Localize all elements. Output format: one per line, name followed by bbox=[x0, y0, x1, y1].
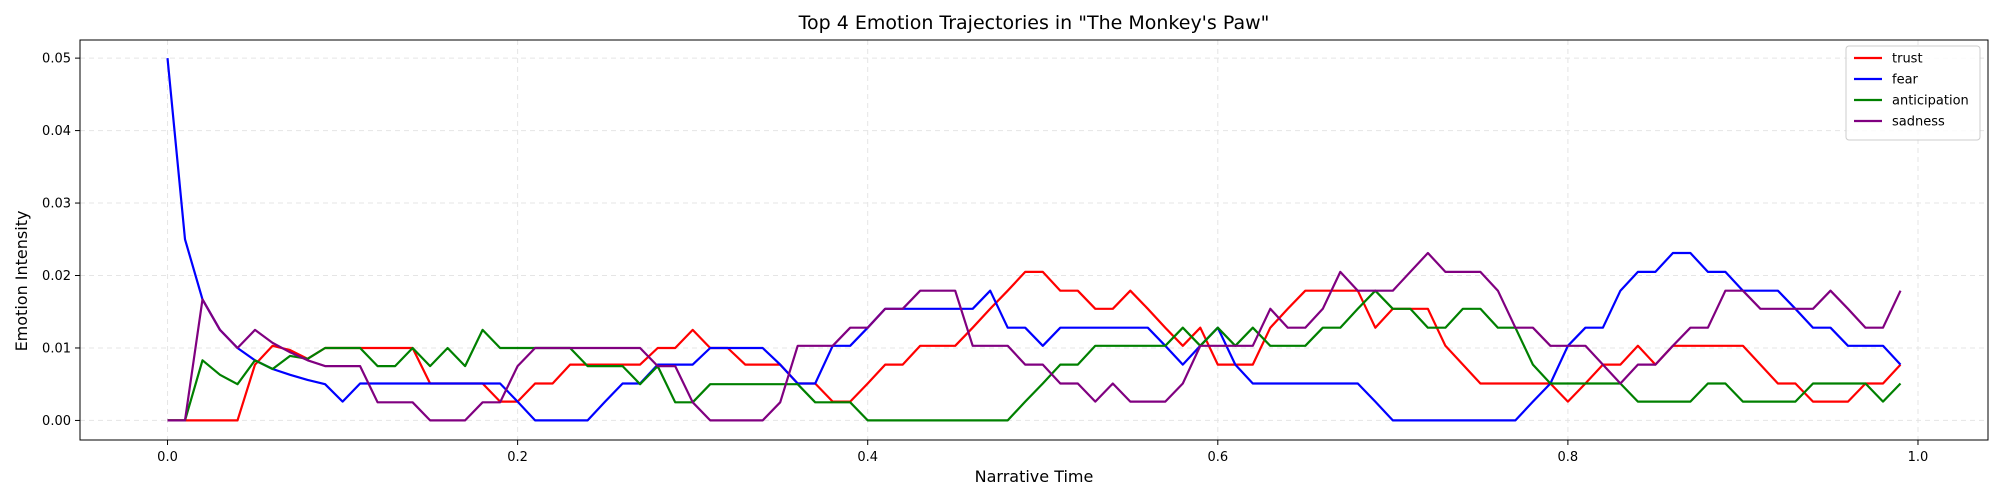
chart-title: Top 4 Emotion Trajectories in "The Monke… bbox=[798, 12, 1270, 34]
x-tick-label: 0.2 bbox=[507, 450, 528, 465]
x-tick-label: 0.0 bbox=[157, 450, 178, 465]
y-axis-ticks: 0.00 0.01 0.02 0.03 0.04 0.05 bbox=[42, 52, 80, 429]
series-lines bbox=[166, 57, 1902, 422]
x-axis-title: Narrative Time bbox=[975, 467, 1094, 486]
y-tick-label: 0.02 bbox=[42, 269, 71, 284]
y-tick-label: 0.00 bbox=[42, 414, 71, 429]
x-tick-label: 0.4 bbox=[857, 450, 878, 465]
x-tick-label: 0.8 bbox=[1558, 450, 1579, 465]
y-tick-label: 0.03 bbox=[42, 197, 71, 212]
legend-label-trust: trust bbox=[1892, 52, 1923, 67]
plot-area-frame bbox=[79, 39, 1989, 441]
y-tick-label: 0.04 bbox=[42, 124, 71, 139]
x-tick-label: 1.0 bbox=[1908, 450, 1929, 465]
legend: trust fear anticipation sadness bbox=[1845, 45, 1981, 141]
x-tick-label: 0.6 bbox=[1207, 450, 1228, 465]
series-line-anticipation bbox=[167, 289, 1902, 422]
y-tick-label: 0.01 bbox=[42, 341, 71, 356]
legend-label-anticipation: anticipation bbox=[1892, 94, 1969, 109]
x-axis-ticks: 0.0 0.2 0.4 0.6 0.8 1.0 bbox=[157, 440, 1928, 465]
legend-label-sadness: sadness bbox=[1892, 115, 1945, 130]
series-line-fear bbox=[166, 57, 1902, 422]
series-line-sadness bbox=[167, 251, 1902, 422]
y-tick-label: 0.05 bbox=[42, 52, 71, 67]
legend-label-fear: fear bbox=[1892, 73, 1919, 88]
y-axis-title: Emotion Intensity bbox=[12, 211, 31, 352]
legend-box bbox=[1845, 45, 1981, 141]
